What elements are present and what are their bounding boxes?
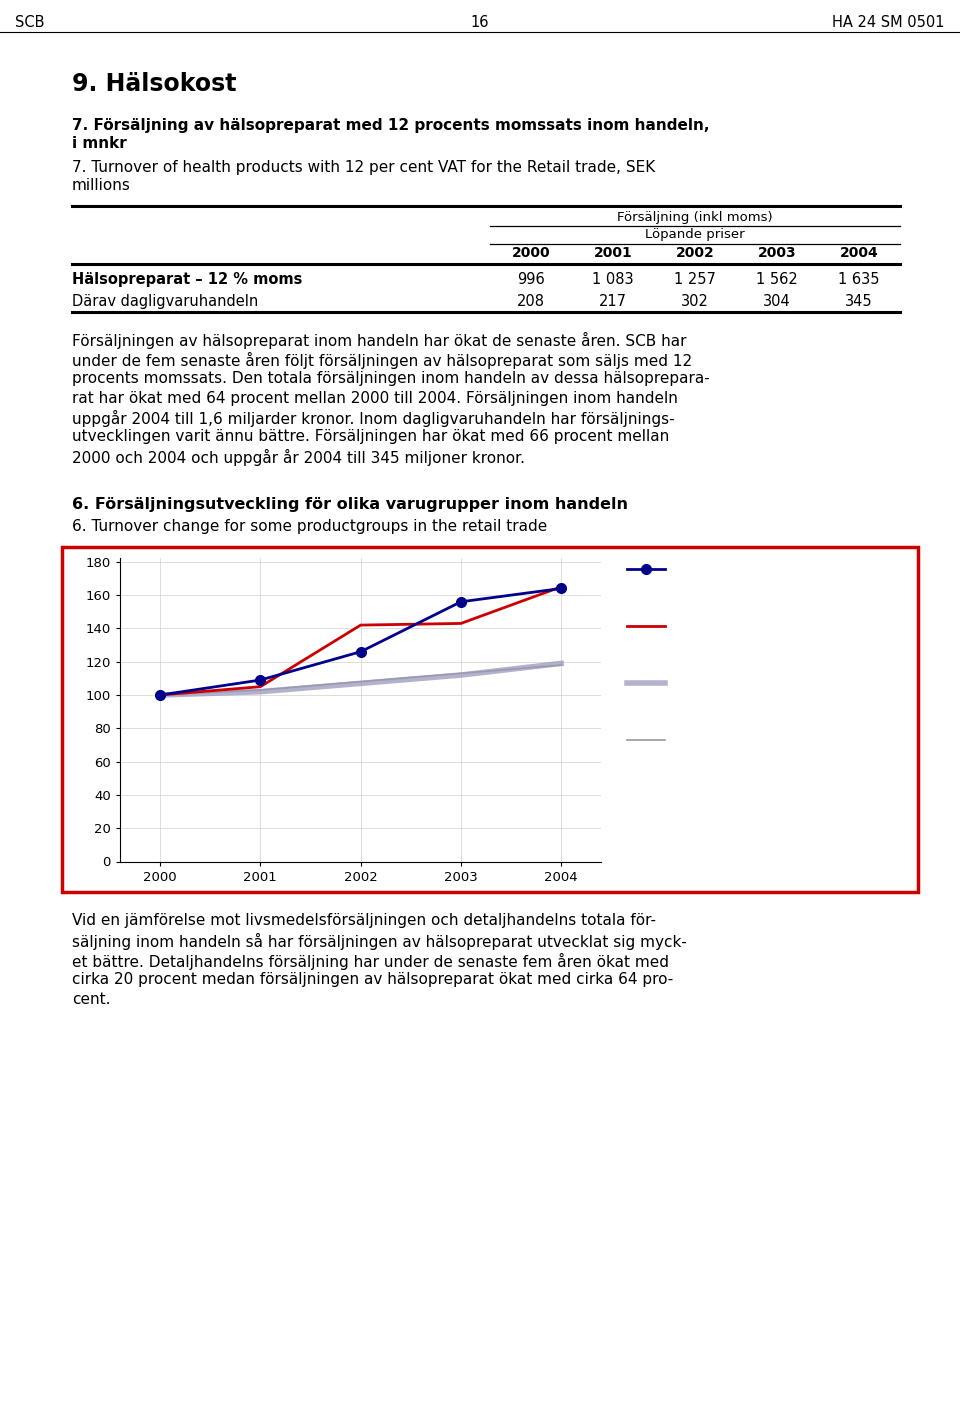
Text: 6. Försäljningsutveckling för olika varugrupper inom handeln: 6. Försäljningsutveckling för olika varu… — [72, 497, 628, 511]
Text: 2004: 2004 — [840, 246, 878, 260]
Text: (12% moms) -: (12% moms) - — [673, 637, 767, 650]
Text: försäljning: försäljning — [673, 751, 743, 764]
Text: (12% moms) -: (12% moms) - — [673, 579, 767, 593]
Text: 2000: 2000 — [512, 246, 550, 260]
Text: i mnkr: i mnkr — [72, 136, 127, 151]
Text: Livsmedel och: Livsmedel och — [673, 679, 769, 692]
Text: millions: millions — [72, 178, 131, 193]
Text: 217: 217 — [599, 294, 627, 309]
Text: Försäljningen av hälsopreparat inom handeln har ökat de senaste åren. SCB har: Försäljningen av hälsopreparat inom hand… — [72, 332, 686, 349]
Text: Därav dagligvaruhandeln: Därav dagligvaruhandeln — [72, 294, 258, 309]
Text: cent.: cent. — [72, 991, 110, 1007]
Text: HA 24 SM 0501: HA 24 SM 0501 — [832, 16, 945, 30]
Text: 9. Hälsokost: 9. Hälsokost — [72, 72, 236, 96]
Bar — [62, 546, 918, 891]
Text: SCB: SCB — [15, 16, 44, 30]
Text: Löpande priser: Löpande priser — [645, 227, 745, 241]
Text: 1 083: 1 083 — [592, 273, 634, 287]
Text: Detaljhandelns: Detaljhandelns — [673, 736, 773, 748]
Text: Dagl.varuhandel: Dagl.varuhandel — [673, 651, 783, 665]
Text: 208: 208 — [517, 294, 545, 309]
Text: Hälsopreparat: Hälsopreparat — [673, 621, 767, 634]
Text: Försäljning (inkl moms): Försäljning (inkl moms) — [617, 210, 773, 225]
Text: procents momssats. Den totala försäljningen inom handeln av dessa hälsoprepara-: procents momssats. Den totala försäljnin… — [72, 371, 709, 385]
Text: Vid en jämförelse mot livsmedelsförsäljningen och detaljhandelns totala för-: Vid en jämförelse mot livsmedelsförsäljn… — [72, 914, 656, 929]
Text: 7. Försäljning av hälsopreparat med 12 procents momssats inom handeln,: 7. Försäljning av hälsopreparat med 12 p… — [72, 119, 709, 133]
Text: Hälsopreparat – 12 % moms: Hälsopreparat – 12 % moms — [72, 273, 302, 287]
Text: et bättre. Detaljhandelns försäljning har under de senaste fem åren ökat med: et bättre. Detaljhandelns försäljning ha… — [72, 953, 669, 970]
Text: 2003: 2003 — [757, 246, 796, 260]
Text: 16: 16 — [470, 16, 490, 30]
Text: 302: 302 — [681, 294, 708, 309]
Text: 996: 996 — [517, 273, 545, 287]
Text: 1 562: 1 562 — [756, 273, 798, 287]
Text: Handel: Handel — [673, 594, 720, 607]
Text: Hälsopreparat: Hälsopreparat — [673, 565, 767, 578]
Text: utvecklingen varit ännu bättre. Försäljningen har ökat med 66 procent mellan: utvecklingen varit ännu bättre. Försäljn… — [72, 429, 669, 445]
Text: cirka 20 procent medan försäljningen av hälsopreparat ökat med cirka 64 pro-: cirka 20 procent medan försäljningen av … — [72, 971, 673, 987]
Text: drycker: drycker — [673, 709, 723, 722]
Text: 7. Turnover of health products with 12 per cent VAT for the Retail trade, SEK: 7. Turnover of health products with 12 p… — [72, 160, 656, 175]
Text: 6. Turnover change for some productgroups in the retail trade: 6. Turnover change for some productgroup… — [72, 518, 547, 534]
Text: 304: 304 — [763, 294, 791, 309]
Text: alkoholfria: alkoholfria — [673, 693, 743, 706]
Text: 345: 345 — [845, 294, 873, 309]
Text: 1 635: 1 635 — [838, 273, 879, 287]
Text: 1 257: 1 257 — [674, 273, 716, 287]
Text: 2000 och 2004 och uppgår år 2004 till 345 miljoner kronor.: 2000 och 2004 och uppgår år 2004 till 34… — [72, 449, 525, 466]
Text: 2001: 2001 — [593, 246, 633, 260]
Text: uppgår 2004 till 1,6 miljarder kronor. Inom dagligvaruhandeln har försäljnings-: uppgår 2004 till 1,6 miljarder kronor. I… — [72, 409, 675, 426]
Text: under de fem senaste åren följt försäljningen av hälsopreparat som säljs med 12: under de fem senaste åren följt försäljn… — [72, 352, 692, 369]
Text: säljning inom handeln så har försäljningen av hälsopreparat utvecklat sig myck-: säljning inom handeln så har försäljning… — [72, 933, 686, 950]
Text: rat har ökat med 64 procent mellan 2000 till 2004. Försäljningen inom handeln: rat har ökat med 64 procent mellan 2000 … — [72, 391, 678, 405]
Text: 2002: 2002 — [676, 246, 714, 260]
